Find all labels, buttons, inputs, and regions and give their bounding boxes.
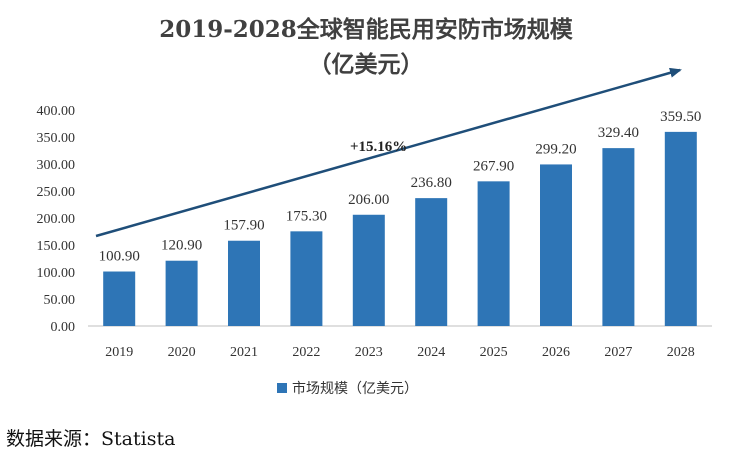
bar bbox=[290, 231, 323, 326]
data-label: 175.30 bbox=[286, 208, 327, 224]
y-axis: 0.00 50.00 100.00 150.00 200.00 250.00 300.00 3… bbox=[37, 104, 76, 335]
y-tick-label: 100.00 bbox=[37, 266, 76, 281]
y-tick-label: 50.00 bbox=[44, 293, 76, 308]
y-tick-label: 250.00 bbox=[37, 185, 76, 200]
chart-subtitle: （亿美元） bbox=[309, 51, 424, 78]
data-label: 100.90 bbox=[99, 249, 140, 265]
bar bbox=[540, 164, 572, 326]
legend-swatch bbox=[277, 383, 287, 393]
data-label: 329.40 bbox=[598, 125, 639, 141]
y-tick-label: 0.00 bbox=[51, 320, 76, 335]
cagr-annotation: +15.16% bbox=[350, 139, 407, 155]
x-tick-label: 2020 bbox=[168, 345, 196, 360]
data-label: 236.80 bbox=[411, 175, 452, 191]
data-label: 120.90 bbox=[161, 238, 202, 254]
y-tick-label: 200.00 bbox=[37, 212, 76, 227]
data-label: 157.90 bbox=[223, 218, 264, 234]
bar bbox=[352, 214, 385, 326]
cagr-arrow bbox=[95, 67, 682, 238]
bar bbox=[664, 131, 697, 326]
bar bbox=[103, 271, 136, 326]
x-tick-label: 2027 bbox=[604, 345, 632, 360]
bar bbox=[165, 260, 198, 326]
x-tick-label: 2022 bbox=[292, 345, 320, 360]
x-tick-label: 2021 bbox=[230, 345, 258, 360]
data-label: 206.00 bbox=[348, 192, 389, 208]
y-tick-label: 300.00 bbox=[37, 158, 76, 173]
x-tick-label: 2019 bbox=[105, 345, 133, 360]
x-tick-label: 2028 bbox=[667, 345, 695, 360]
legend-label: 市场规模（亿美元） bbox=[292, 380, 418, 397]
bar bbox=[228, 240, 260, 326]
y-tick-label: 400.00 bbox=[37, 104, 76, 119]
bar bbox=[477, 181, 510, 326]
x-tick-label: 2024 bbox=[417, 345, 445, 360]
bar bbox=[602, 148, 635, 326]
x-tick-label: 2025 bbox=[480, 345, 508, 360]
data-label: 359.50 bbox=[660, 109, 701, 125]
bars-group: 100.90 120.90 157.90 175.30 206.00 236.80 267.… bbox=[99, 109, 701, 326]
y-tick-label: 150.00 bbox=[37, 239, 76, 254]
bar-chart: 2019-2028全球智能民用安防市场规模 （亿美元） +15.16% 0.00… bbox=[37, 16, 712, 397]
data-label: 267.90 bbox=[473, 158, 514, 174]
chart-title: 2019-2028全球智能民用安防市场规模 bbox=[159, 16, 574, 43]
bar bbox=[415, 198, 448, 326]
x-tick-label: 2026 bbox=[542, 345, 570, 360]
y-tick-label: 350.00 bbox=[37, 131, 76, 146]
legend: 市场规模（亿美元） bbox=[277, 380, 418, 397]
source-note: 数据来源：Statista bbox=[6, 428, 176, 450]
x-axis: 2019 2020 2021 2022 2023 2024 2025 2026 2027 2028 bbox=[105, 345, 695, 360]
data-label: 299.20 bbox=[535, 141, 576, 157]
x-tick-label: 2023 bbox=[355, 345, 383, 360]
